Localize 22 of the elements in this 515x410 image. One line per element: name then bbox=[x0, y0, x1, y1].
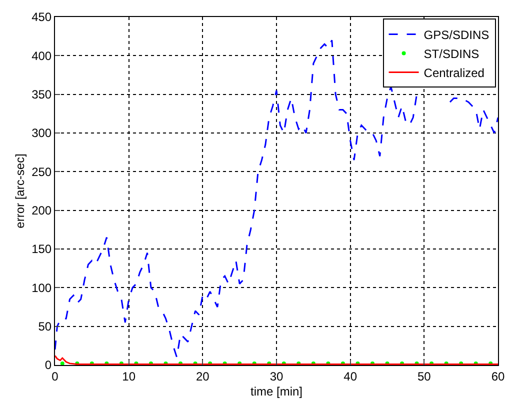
x-tick-label: 20 bbox=[196, 369, 210, 384]
y-axis-title: error [arc-sec] bbox=[12, 154, 27, 228]
legend-label: GPS/SDINS bbox=[424, 28, 490, 42]
y-tick-label: 100 bbox=[32, 280, 52, 295]
x-tick-label: 60 bbox=[491, 369, 505, 384]
y-tick-label: 250 bbox=[32, 164, 52, 179]
y-tick-label: 300 bbox=[32, 126, 52, 140]
x-tick-label: 50 bbox=[417, 369, 432, 384]
y-tick-label: 150 bbox=[32, 242, 52, 256]
x-axis-title: time [min] bbox=[250, 384, 303, 398]
x-tick-label: 10 bbox=[122, 369, 136, 384]
y-tick-label: 0 bbox=[44, 358, 52, 372]
y-tick-label: 350 bbox=[32, 88, 52, 102]
legend-label: Centralized bbox=[424, 66, 484, 80]
y-tick-label: 50 bbox=[38, 320, 52, 334]
x-tick-label: 30 bbox=[270, 369, 284, 384]
y-tick-label: 400 bbox=[32, 48, 52, 63]
line-series bbox=[55, 354, 498, 365]
legend-label: ST/SDINS bbox=[424, 46, 480, 61]
y-tick-label: 200 bbox=[32, 204, 52, 218]
x-tick-label: 40 bbox=[344, 369, 358, 384]
y-tick-label: 450 bbox=[32, 10, 52, 24]
